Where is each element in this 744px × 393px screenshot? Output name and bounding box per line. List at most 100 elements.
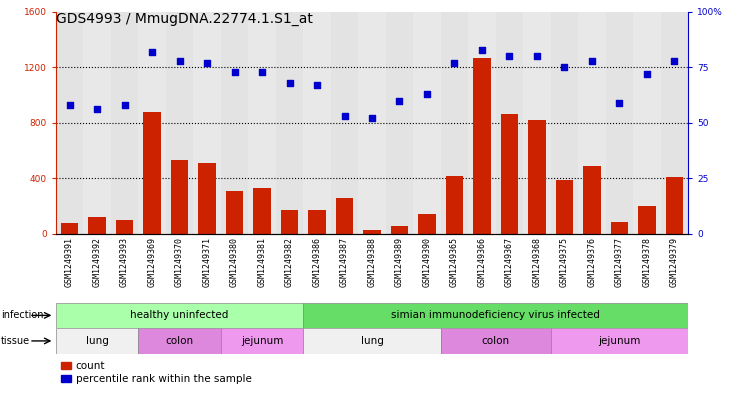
Bar (440, 12, 468, 234)
Bar (304, 328, 440, 354)
Point (504, 53, 516, 59)
Bar (111, 234, 138, 303)
Bar (304, 303, 688, 328)
Text: lung: lung (86, 336, 109, 346)
Text: lung: lung (361, 336, 383, 346)
Text: GSM1249369: GSM1249369 (147, 237, 156, 287)
Text: GSM1249377: GSM1249377 (615, 237, 624, 287)
Point (256, 69, 268, 75)
Text: GSM1249393: GSM1249393 (120, 237, 129, 287)
Bar (528, 120, 546, 234)
Bar (193, 234, 221, 303)
Text: infection: infection (1, 310, 43, 320)
Point (559, 64, 571, 70)
Bar (56, 303, 304, 328)
Bar (473, 58, 491, 234)
Text: colon: colon (481, 336, 510, 346)
Point (421, 91, 433, 97)
Bar (138, 328, 221, 354)
Text: GSM1249375: GSM1249375 (560, 237, 569, 287)
Point (531, 53, 543, 59)
Bar (501, 114, 519, 234)
Text: GDS4993 / MmugDNA.22774.1.S1_at: GDS4993 / MmugDNA.22774.1.S1_at (56, 12, 312, 26)
Bar (638, 206, 656, 234)
Bar (60, 223, 78, 234)
Bar (446, 176, 464, 234)
Text: GSM1249367: GSM1249367 (505, 237, 514, 287)
Bar (551, 328, 688, 354)
Bar (468, 234, 496, 303)
Point (449, 60, 461, 66)
Bar (56, 12, 83, 234)
Text: GSM1249380: GSM1249380 (230, 237, 239, 287)
Bar (166, 234, 193, 303)
Point (641, 71, 653, 77)
Bar (331, 12, 359, 234)
Point (228, 69, 240, 75)
Text: colon: colon (165, 336, 193, 346)
Point (476, 46, 488, 53)
Text: simian immunodeficiency virus infected: simian immunodeficiency virus infected (391, 310, 600, 320)
Bar (88, 217, 106, 234)
Bar (56, 328, 138, 354)
Bar (221, 12, 248, 234)
Bar (611, 222, 629, 234)
Bar (413, 234, 440, 303)
Bar (83, 234, 111, 303)
Bar (606, 12, 633, 234)
Text: GSM1249378: GSM1249378 (643, 237, 652, 287)
Bar (253, 188, 271, 234)
Bar (496, 234, 523, 303)
Bar (111, 12, 138, 234)
Point (173, 57, 185, 64)
Bar (556, 180, 574, 234)
Bar (276, 234, 304, 303)
Bar (391, 226, 408, 234)
Point (394, 97, 405, 104)
Bar (308, 209, 326, 234)
Text: GSM1249386: GSM1249386 (312, 237, 321, 287)
Bar (523, 234, 551, 303)
Text: jejunum: jejunum (241, 336, 283, 346)
Point (91, 107, 103, 113)
Bar (496, 12, 523, 234)
Text: GSM1249370: GSM1249370 (175, 237, 184, 287)
Point (366, 115, 378, 121)
Bar (170, 160, 188, 234)
Point (283, 80, 295, 86)
Bar (225, 191, 243, 234)
Bar (583, 166, 601, 234)
Bar (440, 234, 468, 303)
Bar (551, 234, 578, 303)
Bar (221, 234, 248, 303)
Bar (221, 328, 304, 354)
Point (339, 113, 350, 119)
Text: GSM1249379: GSM1249379 (670, 237, 679, 287)
Text: GSM1249387: GSM1249387 (340, 237, 349, 287)
Bar (440, 328, 551, 354)
Bar (385, 12, 413, 234)
Bar (385, 234, 413, 303)
Text: GSM1249388: GSM1249388 (368, 237, 376, 287)
Bar (276, 12, 304, 234)
Point (146, 49, 158, 55)
Bar (331, 234, 359, 303)
Bar (359, 234, 385, 303)
Text: GSM1249391: GSM1249391 (65, 237, 74, 287)
Text: tissue: tissue (1, 336, 30, 346)
Point (201, 60, 213, 66)
Bar (661, 12, 688, 234)
Bar (661, 234, 688, 303)
Point (586, 57, 598, 64)
Bar (551, 12, 578, 234)
Bar (606, 234, 633, 303)
Text: GSM1249392: GSM1249392 (92, 237, 101, 287)
Text: GSM1249389: GSM1249389 (395, 237, 404, 287)
Bar (115, 220, 133, 234)
Legend: count, percentile rank within the sample: count, percentile rank within the sample (61, 361, 251, 384)
Bar (248, 234, 276, 303)
Text: GSM1249371: GSM1249371 (202, 237, 211, 287)
Text: GSM1249365: GSM1249365 (450, 237, 459, 287)
Bar (363, 230, 381, 234)
Point (118, 102, 130, 108)
